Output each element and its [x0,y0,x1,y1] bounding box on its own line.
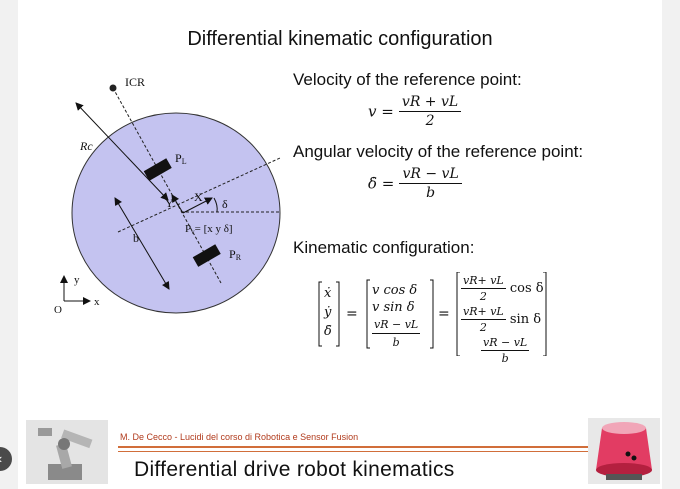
angular-heading: Angular velocity of the reference point: [293,142,584,161]
left-wheel [143,158,172,181]
footer-title: Differential drive robot kinematics [134,458,455,481]
slide: Differential kinematic configuration ICR… [18,0,662,489]
state-vector: ẋ ẏ δ̇ [324,286,332,339]
footer-divider-top [118,446,588,448]
matrix-brackets [318,272,547,356]
velocity-heading: Velocity of the reference point: [293,70,522,89]
robot-body-disk [71,112,281,314]
footer-divider-bottom [118,451,588,452]
x-axis-arrow [182,197,213,214]
b-label: b [133,231,139,245]
angular-equation: δ̇ = vR − vL b [368,166,462,201]
y-axis-arrow [171,194,184,214]
chevron-left-icon[interactable]: ‹ [0,447,12,471]
robot-diagram: ICR Rc PL PR X Y δ Pv= [x y δ] b y x O [54,75,281,316]
x-axis-label: X [194,190,203,204]
icr-label: ICR [125,75,145,89]
velocity-equation: v = vR + vL 2 [368,94,462,129]
delta-label: δ [222,197,228,211]
slide-title: Differential kinematic configuration [187,28,493,50]
right-vector: vR+ vL 2 cos δ vR+ vL 2 sin δ vR − vL b [461,274,544,365]
middle-vector: v cos δ v sin δ vR − vL b [372,283,421,349]
frame-y-label: y [74,274,80,286]
robot-arm-photo [26,420,108,484]
right-wheel [192,244,221,267]
red-robot-photo [588,418,660,484]
y-axis-label: Y [165,196,174,210]
kinematic-matrix-equation: ẋ ẏ δ̇ = v cos δ v sin δ vR − vL b = vR+ … [318,272,558,365]
pr-label: PR [229,247,242,262]
equals-1: = [346,306,358,322]
delta-arc [213,197,218,213]
pl-label: PL [175,151,187,166]
kinematic-heading: Kinematic configuration: [293,238,475,257]
b-dimension [114,197,170,290]
footer-credit: M. De Cecco - Lucidi del corso di Roboti… [120,432,359,442]
icr-point [109,84,117,92]
frame-origin-label: O [54,304,62,316]
equals-2: = [438,306,450,322]
frame-x-label: x [94,296,100,308]
rc-dimension [75,102,169,201]
pv-label: Pv= [x y δ] [185,223,233,236]
rc-label: Rc [79,139,93,153]
